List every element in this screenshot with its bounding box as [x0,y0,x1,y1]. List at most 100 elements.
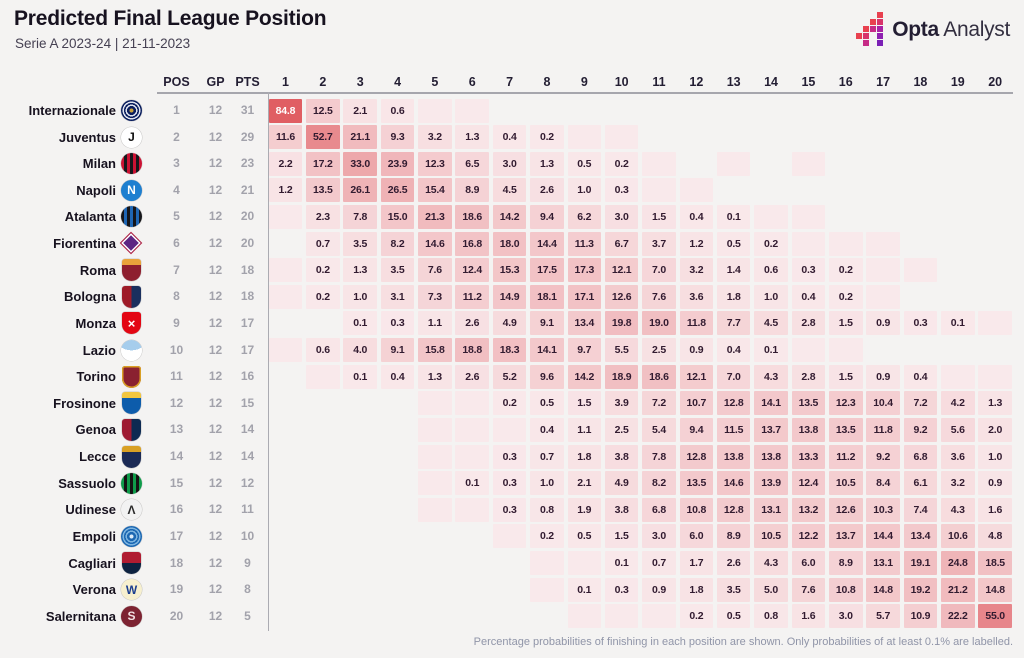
prob-cell [679,178,714,203]
prob-cell: 9.1 [530,311,564,336]
prob-cell: 12.8 [716,497,751,522]
team-pts: 9 [244,555,251,570]
prob-cell: 1.8 [716,284,751,309]
opta-mark-pixel [870,19,877,25]
prob-cell: 7.8 [343,204,377,229]
team-gp: 12 [208,262,223,277]
prob-cell: 1.7 [679,551,714,576]
prob-cell [604,125,639,150]
opta-mark-pixel [877,33,884,39]
prob-cell: 0.4 [492,125,527,150]
opta-mark-pixel [877,26,884,32]
prob-cell: 0.1 [343,364,377,389]
prob-cell [268,258,303,283]
team-pts: 29 [240,129,255,144]
position-column-header: 3 [356,75,364,89]
prob-cell: 0.1 [754,338,788,363]
table-row: Atalanta 5 12 20 2.3 7.8 15.0 21.3 18.6 14.2 9.4 6.… [0,203,1024,230]
team-gp: 12 [208,449,223,464]
team-pos: 15 [169,475,184,490]
team-logo [121,153,142,175]
prob-cell: 23.9 [380,151,415,176]
prob-cell: 0.8 [754,604,788,629]
prob-cell: 0.3 [492,497,527,522]
team-name: Torino [76,369,116,385]
prob-cell: 14.1 [754,391,788,416]
prob-cell: 18.6 [642,364,676,389]
prob-cell: 18.9 [604,364,639,389]
prob-cell: 1.1 [418,311,452,336]
prob-cell: 4.5 [754,311,788,336]
team-pos: 4 [173,182,180,197]
prob-cell: 10.6 [941,524,975,549]
prob-cell: 7.2 [903,391,938,416]
team-gp: 12 [208,555,223,570]
prob-cell: 7.0 [716,364,751,389]
footnote: Percentage probabilities of finishing in… [473,636,1013,648]
opta-mark-pixel [863,40,870,46]
position-column-header: 16 [838,75,853,89]
prob-cell [530,551,564,576]
team-pts: 17 [240,342,255,357]
prob-cell: 12.3 [828,391,863,416]
prob-cell: 13.2 [791,497,826,522]
team-pts: 15 [240,395,255,410]
prob-cell: 22.2 [941,604,975,629]
prob-cell: 13.8 [791,417,826,442]
prob-cell: 17.2 [306,151,340,176]
prob-cell [530,577,564,602]
team-logo: × [122,312,141,335]
team-logo: J [121,126,142,148]
prob-cell: 0.5 [716,231,751,256]
prob-cell: 1.3 [530,151,564,176]
prob-cell: 4.3 [941,497,975,522]
team-name: Lecce [79,449,116,465]
team-pos: 5 [173,209,180,224]
prob-cell: 0.2 [679,604,714,629]
team-gp: 12 [208,342,223,357]
prob-cell: 1.5 [604,524,639,549]
prob-cell: 12.6 [604,284,639,309]
prob-cell: 4.8 [978,524,1012,549]
prob-cell: 3.0 [828,604,863,629]
table-row: Empoli 17 12 10 0.2 0.5 1.5 3.0 6.0 8.9 10.5 12.2 13… [0,523,1024,550]
prob-cell [492,417,527,442]
prob-cell: 2.1 [567,471,602,496]
position-column-header: 20 [988,75,1003,89]
team-pts: 21 [240,182,255,197]
header-divider [157,92,1013,94]
table-row: Fiorentina 6 12 20 0.7 3.5 8.2 14.6 16.8 18.0 14.4… [0,230,1024,257]
team-pos: 8 [173,289,180,304]
prob-cell: 5.4 [642,417,676,442]
team-logo: W [121,579,142,601]
team-pts: 17 [240,315,255,330]
prob-cell [567,551,602,576]
prob-cell: 2.8 [791,311,826,336]
prob-cell: 14.2 [492,204,527,229]
team-pts: 14 [240,449,255,464]
prob-cell: 12.5 [306,98,340,123]
prob-cell: 0.4 [380,364,415,389]
team-pts: 11 [241,502,254,517]
prob-cell: 0.5 [567,524,602,549]
prob-cell: 2.6 [530,178,564,203]
prob-cell: 9.4 [530,204,564,229]
team-name: Genoa [75,422,116,438]
prob-cell: 13.7 [754,417,788,442]
prob-cell: 1.6 [978,497,1012,522]
team-pos: 3 [173,156,180,171]
prob-cell: 3.6 [941,444,975,469]
table-row: Roma 7 12 18 0.2 1.3 3.5 7.6 12.4 15.3 17.5 17.3 12.… [0,257,1024,284]
prob-cell: 5.6 [941,417,975,442]
prob-cell: 10.7 [679,391,714,416]
prob-cell: 17.3 [567,258,602,283]
table-row: Milan 3 12 23 2.2 17.2 33.0 23.9 12.3 6.5 3.0 1.3 0.… [0,150,1024,177]
prob-cell: 4.3 [754,364,788,389]
prob-cell: 13.5 [306,178,340,203]
prob-cell: 4.5 [492,178,527,203]
table-row: Monza × 9 12 17 0.1 0.3 1.1 2.6 4.9 9.1 13.4 19.8 19.… [0,310,1024,337]
position-column-header: 6 [468,75,476,89]
team-pts: 18 [240,289,255,304]
team-name: Roma [79,262,116,278]
team-gp: 12 [208,608,223,623]
